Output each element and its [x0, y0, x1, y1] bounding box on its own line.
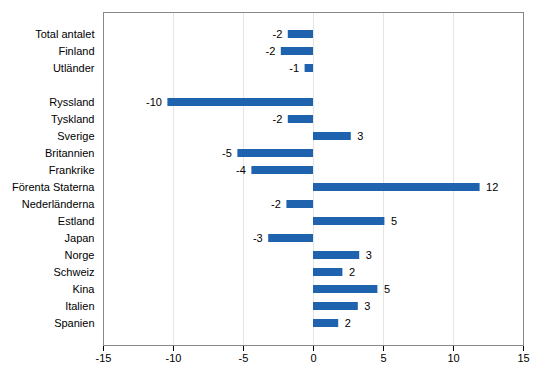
svg-text:3: 3: [366, 249, 372, 261]
svg-text:5: 5: [380, 352, 386, 364]
svg-text:Nederländerna: Nederländerna: [22, 198, 96, 210]
svg-text:-2: -2: [271, 198, 281, 210]
svg-text:-2: -2: [273, 113, 283, 125]
svg-text:Estland: Estland: [58, 215, 95, 227]
svg-text:Sverige: Sverige: [57, 130, 94, 142]
svg-text:Schweiz: Schweiz: [54, 266, 95, 278]
svg-text:0: 0: [310, 352, 316, 364]
svg-text:-1: -1: [289, 62, 299, 74]
svg-text:-15: -15: [96, 352, 112, 364]
svg-text:Ryssland: Ryssland: [49, 96, 94, 108]
svg-text:Finland: Finland: [58, 45, 94, 57]
svg-text:Japan: Japan: [65, 232, 95, 244]
svg-text:Tyskland: Tyskland: [51, 113, 94, 125]
svg-text:3: 3: [364, 300, 370, 312]
svg-text:Förenta Staterna: Förenta Staterna: [12, 181, 95, 193]
svg-text:2: 2: [349, 266, 355, 278]
svg-text:-3: -3: [253, 232, 263, 244]
svg-text:-2: -2: [273, 28, 283, 40]
svg-text:15: 15: [517, 352, 529, 364]
svg-text:Italien: Italien: [65, 300, 94, 312]
svg-text:Utländer: Utländer: [53, 62, 95, 74]
svg-text:-4: -4: [236, 164, 246, 176]
svg-text:-5: -5: [239, 352, 249, 364]
svg-text:Britannien: Britannien: [45, 147, 95, 159]
svg-text:10: 10: [447, 352, 459, 364]
svg-text:Spanien: Spanien: [54, 317, 94, 329]
svg-text:Frankrike: Frankrike: [49, 164, 95, 176]
svg-text:12: 12: [486, 181, 498, 193]
svg-text:Total antalet: Total antalet: [35, 28, 94, 40]
svg-text:-10: -10: [146, 96, 162, 108]
svg-text:-2: -2: [266, 45, 276, 57]
svg-text:5: 5: [384, 283, 390, 295]
svg-text:2: 2: [345, 317, 351, 329]
svg-text:Kina: Kina: [72, 283, 95, 295]
svg-text:5: 5: [391, 215, 397, 227]
svg-text:Norge: Norge: [65, 249, 95, 261]
svg-text:-10: -10: [166, 352, 182, 364]
svg-text:3: 3: [357, 130, 363, 142]
svg-text:-5: -5: [222, 147, 232, 159]
